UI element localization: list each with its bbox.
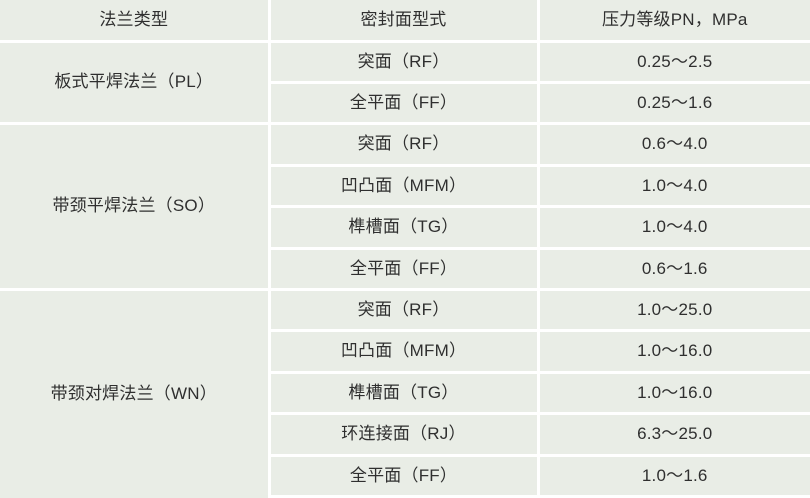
pressure-rating-cell: 0.6～1.6 xyxy=(536,246,810,290)
flange-type-cell: 板式平焊法兰（PL） xyxy=(0,39,269,124)
pressure-rating-cell: 1.0～25.0 xyxy=(536,287,810,331)
pressure-rating-cell: 1.0～4.0 xyxy=(536,205,810,249)
sealing-face-cell: 全平面（FF） xyxy=(267,246,538,290)
table-row: 带颈平焊法兰（SO） 突面（RF） 0.6～4.0 xyxy=(0,122,810,290)
pressure-rating-cell: 6.3～25.0 xyxy=(536,412,810,456)
table-row: 带颈对焊法兰（WN） 突面（RF） 1.0～25.0 xyxy=(0,287,810,497)
table-row: 全平面（FF） 0.25～1.6 xyxy=(0,80,810,124)
sealing-face-cell: 榫槽面（TG） xyxy=(267,370,538,414)
flange-type-cell: 带颈平焊法兰（SO） xyxy=(0,122,269,290)
header-row: 法兰类型 密封面型式 压力等级PN，MPa xyxy=(0,0,810,43)
column-header-sealing-face: 密封面型式 xyxy=(267,0,538,43)
pressure-rating-cell: 1.0～4.0 xyxy=(536,163,810,207)
flange-type-cell: 带颈对焊法兰（WN） xyxy=(0,287,269,497)
sealing-face-cell: 突面（RF） xyxy=(267,39,538,83)
sealing-face-cell: 突面（RF） xyxy=(267,122,538,166)
sealing-face-cell: 全平面（FF） xyxy=(267,80,538,124)
table-row: 凹凸面（MFM） 1.0～4.0 xyxy=(0,163,810,207)
pressure-rating-cell: 0.25～2.5 xyxy=(536,39,810,83)
pressure-rating-cell: 1.0～16.0 xyxy=(536,370,810,414)
column-header-pressure-rating: 压力等级PN，MPa xyxy=(536,0,810,43)
table-body: 板式平焊法兰（PL） 突面（RF） 0.25～2.5 全平面（FF） 0.25～1.6 带… xyxy=(0,39,810,498)
table-row: 环连接面（RJ） 6.3～25.0 xyxy=(0,412,810,456)
sealing-face-cell: 环连接面（RJ） xyxy=(267,412,538,456)
pressure-rating-cell: 0.6～4.0 xyxy=(536,122,810,166)
sealing-face-cell: 全平面（FF） xyxy=(267,453,538,498)
table-row: 板式平焊法兰（PL） 突面（RF） 0.25～2.5 xyxy=(0,39,810,124)
table-row: 凹凸面（MFM） 1.0～16.0 xyxy=(0,329,810,373)
column-header-flange-type: 法兰类型 xyxy=(0,0,269,43)
sealing-face-cell: 榫槽面（TG） xyxy=(267,205,538,249)
pressure-rating-cell: 1.0～16.0 xyxy=(536,329,810,373)
table-row: 榫槽面（TG） 1.0～16.0 xyxy=(0,370,810,414)
sealing-face-cell: 凹凸面（MFM） xyxy=(267,329,538,373)
pressure-rating-cell: 0.25～1.6 xyxy=(536,80,810,124)
table-row: 全平面（FF） 0.6～1.6 xyxy=(0,246,810,290)
sealing-face-cell: 突面（RF） xyxy=(267,287,538,331)
table-row: 全平面（FF） 1.0～1.6 xyxy=(0,453,810,498)
sealing-face-cell: 凹凸面（MFM） xyxy=(267,163,538,207)
table-header: 法兰类型 密封面型式 压力等级PN，MPa xyxy=(0,0,810,43)
table-row: 榫槽面（TG） 1.0～4.0 xyxy=(0,205,810,249)
pressure-rating-cell: 1.0～1.6 xyxy=(536,453,810,498)
